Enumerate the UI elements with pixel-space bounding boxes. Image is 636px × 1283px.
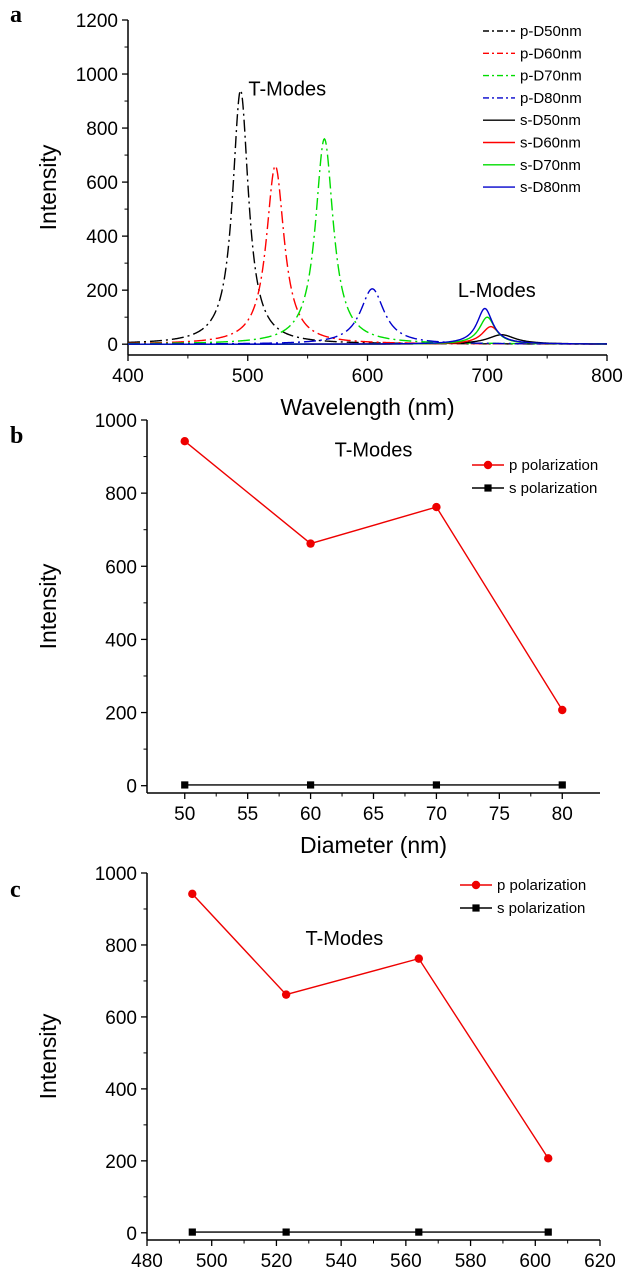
panel-b: b50 55 60 65 70 75 8002004006008001000Diameter…	[10, 411, 600, 858]
series-line-p-D60nm	[128, 164, 607, 345]
x-axis-title: Wavelength (nm)	[280, 394, 454, 420]
data-point	[432, 502, 441, 512]
x-tick-label: 500	[232, 366, 264, 387]
y-tick-label: 1200	[76, 11, 118, 32]
data-point	[181, 781, 189, 789]
panel-letter: c	[10, 877, 21, 903]
series-line-p-polarization	[191, 893, 549, 1159]
legend-label: p-D70nm	[520, 68, 582, 85]
x-tick-label: 520	[261, 1251, 293, 1272]
x-tick-label: 700	[471, 366, 503, 387]
legend-label: s polarization	[509, 480, 597, 497]
panel-letter: b	[10, 423, 23, 449]
x-tick-label: 620	[584, 1251, 616, 1272]
x-tick-label: 540	[325, 1251, 357, 1272]
y-tick-label: 1000	[95, 864, 137, 885]
panel-a: a 400 500 600 700 800 0 200 400 600 800 1000 1200 Wav…	[10, 2, 623, 420]
legend-marker	[484, 484, 492, 492]
x-tick-label: 800	[591, 366, 623, 387]
x-tick-label: 80	[552, 804, 573, 825]
series-line-p-polarization	[184, 440, 563, 711]
y-axis-title: Intensity	[35, 144, 61, 230]
legend-label: p polarization	[497, 877, 586, 894]
x-tick-label: 560	[390, 1251, 422, 1272]
panel-letter: a	[10, 2, 22, 28]
series-line-s-D80nm	[128, 307, 607, 345]
y-tick-label: 400	[86, 227, 118, 248]
y-tick-label: 200	[86, 281, 118, 302]
x-tick-label: 400	[112, 366, 144, 387]
legend: p polarization s polarization	[460, 877, 586, 917]
annotation-label: T-Modes	[305, 928, 383, 950]
legend: p polarization s polarization	[472, 457, 598, 497]
legend-label: s-D80nm	[520, 179, 581, 196]
y-axis-title: Intensity	[35, 563, 61, 649]
y-tick-label: 200	[105, 704, 137, 725]
y-tick-label: 800	[105, 936, 137, 957]
x-tick-label: 50	[174, 804, 195, 825]
x-tick-label: 500	[196, 1251, 228, 1272]
y-tick-label: 800	[105, 484, 137, 505]
legend-label: p polarization	[509, 457, 598, 474]
y-tick-label: 600	[105, 1008, 137, 1029]
annotation-label: L-Modes	[458, 280, 536, 302]
data-point	[306, 781, 315, 789]
y-tick-label: 0	[107, 335, 118, 356]
legend: p-D50nm p-D60nm p-D70nm p-D80nm s-D50nm s-D60…	[483, 23, 582, 196]
y-axis-title: Intensity	[35, 1013, 61, 1099]
data-point	[414, 954, 423, 963]
y-tick-label: 1000	[76, 65, 118, 86]
x-tick-label: 60	[300, 804, 321, 825]
y-tick-label: 400	[105, 1080, 137, 1101]
data-point	[306, 539, 315, 548]
data-point	[415, 1228, 423, 1236]
y-tick-label: 400	[105, 630, 137, 651]
plot-area	[128, 88, 607, 345]
y-tick-label: 0	[126, 1224, 137, 1245]
x-tick-label: 75	[489, 804, 510, 825]
plot-area	[184, 440, 563, 786]
y-tick-label: 600	[105, 557, 137, 578]
x-tick-label: 55	[237, 804, 258, 825]
data-point	[558, 781, 566, 789]
x-axis-title: Wavelength (nm)	[286, 1279, 460, 1283]
y-tick-label: 200	[105, 1152, 137, 1173]
data-point	[544, 1154, 553, 1163]
y-tick-label: 0	[126, 777, 137, 798]
legend-label: p-D50nm	[520, 23, 582, 40]
annotation-label: T-Modes	[248, 79, 326, 101]
legend-marker	[472, 904, 480, 912]
data-point	[282, 1228, 290, 1236]
data-point	[188, 1228, 196, 1236]
x-axis-title: Diameter (nm)	[300, 832, 447, 858]
series-line-p-D70nm	[128, 137, 607, 345]
x-tick-label: 70	[426, 804, 447, 825]
panel-c: c 480 500 520 540 560 580 600 620 0 200 400 600 800 10…	[10, 864, 616, 1283]
legend-label: s-D60nm	[520, 135, 581, 152]
x-tick-label: 600	[352, 366, 384, 387]
y-tick-label: 800	[86, 119, 118, 140]
data-point	[544, 1228, 552, 1236]
data-point	[558, 705, 567, 715]
annotation-label: T-Modes	[335, 440, 413, 462]
data-point	[180, 437, 189, 446]
legend-label: p-D80nm	[520, 90, 582, 107]
legend-label: s-D70nm	[520, 157, 581, 174]
x-tick-label: 65	[363, 804, 384, 825]
data-point	[188, 889, 197, 899]
x-tick-label: 600	[519, 1251, 551, 1272]
data-point	[281, 990, 291, 999]
x-tick-label: 580	[455, 1251, 487, 1272]
legend-marker	[471, 880, 481, 890]
legend-label: s-D50nm	[520, 112, 581, 129]
legend-marker	[483, 460, 493, 470]
legend-label: p-D60nm	[520, 45, 582, 62]
data-point	[432, 781, 441, 789]
plot-area	[191, 893, 549, 1233]
y-tick-label: 1000	[95, 411, 137, 432]
legend-label: s polarization	[497, 900, 585, 917]
x-tick-label: 480	[131, 1251, 163, 1272]
y-tick-label: 600	[86, 173, 118, 194]
